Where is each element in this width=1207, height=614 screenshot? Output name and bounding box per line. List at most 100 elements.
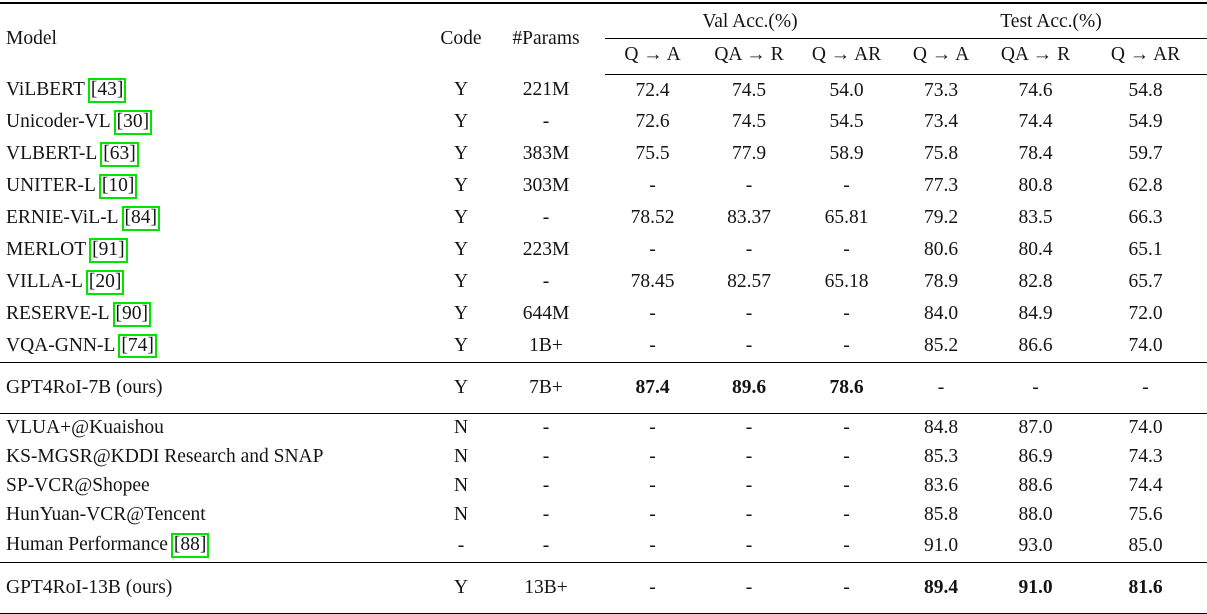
test-qar-cell: 87.0 bbox=[1018, 417, 1053, 439]
val-qar-cell: 77.9 bbox=[731, 143, 767, 165]
model-cell: ERNIE-ViL-L [84] bbox=[0, 202, 435, 234]
val-qar-cell: 89.6 bbox=[731, 376, 767, 398]
test-q-ar-cell: 62.8 bbox=[1128, 175, 1163, 197]
model-cell: MERLOT [91] bbox=[0, 234, 435, 266]
test-qar-cell: 86.9 bbox=[1018, 446, 1053, 468]
citation-link[interactable]: [10] bbox=[98, 173, 138, 199]
model-name: MERLOT bbox=[6, 238, 87, 260]
code-cell: Y bbox=[453, 303, 469, 325]
val-qar-cell: - bbox=[745, 504, 753, 526]
code-cell: Y bbox=[453, 111, 469, 133]
val-qar-cell: 82.57 bbox=[727, 271, 771, 293]
test-qa-cell: 84.8 bbox=[923, 417, 959, 439]
test-qa-cell: 73.4 bbox=[923, 111, 959, 133]
citation-link[interactable]: [90] bbox=[112, 301, 152, 327]
val-qar-cell: - bbox=[745, 446, 753, 468]
col-header-val-q-ar: Q → AR bbox=[798, 38, 895, 75]
val-qar-cell: - bbox=[745, 534, 753, 556]
section-baselines: ViLBERT [43] Y 221M 72.4 74.5 54.0 73.3 7… bbox=[0, 75, 1207, 363]
model-name: VQA-GNN-L bbox=[6, 334, 116, 356]
citation-link[interactable]: [43] bbox=[87, 78, 127, 103]
code-cell: Y bbox=[453, 334, 469, 356]
code-cell: Y bbox=[453, 175, 469, 197]
test-qar-cell: 83.5 bbox=[1018, 207, 1053, 229]
citation-link[interactable]: [88] bbox=[170, 533, 210, 559]
params-cell: - bbox=[542, 446, 550, 468]
test-qar-cell: 91.0 bbox=[1018, 576, 1053, 598]
section-leaderboard: VLUA+@Kuaishou N - - - - 84.8 87.0 74.0 … bbox=[0, 413, 1207, 562]
test-qa-cell: 83.6 bbox=[923, 475, 959, 497]
code-cell: N bbox=[453, 446, 469, 468]
test-q-ar-cell: 54.8 bbox=[1128, 79, 1163, 101]
test-qa-cell: 85.8 bbox=[923, 504, 959, 526]
test-qa-cell: 80.6 bbox=[923, 239, 959, 261]
model-name: GPT4RoI-7B (ours) bbox=[6, 376, 163, 398]
test-qa-cell: 79.2 bbox=[923, 207, 959, 229]
code-cell: Y bbox=[453, 79, 469, 101]
val-qar-cell: - bbox=[745, 417, 753, 439]
code-cell: Y bbox=[453, 376, 469, 398]
val-qa-cell: 78.45 bbox=[630, 271, 675, 293]
model-name: RESERVE-L bbox=[6, 302, 110, 324]
val-qa-cell: - bbox=[649, 303, 656, 325]
table-header: Model Code #Params Val Acc.(%) Test Acc.… bbox=[0, 3, 1207, 75]
model-name: UNITER-L bbox=[6, 174, 96, 196]
val-qa-cell: - bbox=[649, 446, 656, 468]
test-q-ar-cell: 74.3 bbox=[1128, 446, 1163, 468]
citation-link[interactable]: [20] bbox=[85, 269, 125, 295]
val-q-ar-cell: 54.0 bbox=[829, 79, 864, 101]
section-gpt4roi-7b: GPT4RoI-7B (ours) Y 7B+ 87.4 89.6 78.6 -… bbox=[0, 362, 1207, 413]
citation-link[interactable]: [91] bbox=[89, 237, 128, 263]
test-qar-cell: - bbox=[1032, 376, 1039, 398]
model-cell: VQA-GNN-L [74] bbox=[0, 330, 435, 362]
col-header-test-qar: QA → R bbox=[987, 38, 1084, 75]
citation-link[interactable]: [30] bbox=[113, 109, 153, 135]
params-cell: 644M bbox=[522, 303, 570, 325]
val-qa-cell: 72.6 bbox=[635, 111, 670, 133]
test-q-ar-cell: 85.0 bbox=[1128, 534, 1163, 556]
val-qa-cell: - bbox=[649, 475, 656, 497]
test-q-ar-cell: 66.3 bbox=[1128, 207, 1163, 229]
model-name: Human Performance bbox=[6, 534, 168, 556]
col-header-test-q-ar: Q → AR bbox=[1084, 38, 1207, 75]
code-cell: - bbox=[457, 534, 465, 556]
test-qar-cell: 78.4 bbox=[1018, 143, 1053, 165]
params-cell: 7B+ bbox=[529, 376, 563, 398]
test-q-ar-cell: 74.4 bbox=[1128, 475, 1163, 497]
test-qar-cell: 80.8 bbox=[1018, 175, 1053, 197]
model-cell: UNITER-L [10] bbox=[0, 170, 435, 202]
val-qa-cell: - bbox=[649, 534, 656, 556]
table-row: UNITER-L [10] Y 303M - - - 77.3 80.8 62.8 bbox=[0, 170, 1207, 202]
test-q-ar-cell: 74.0 bbox=[1128, 417, 1163, 439]
model-name: Unicoder-VL bbox=[6, 110, 111, 132]
val-qa-cell: - bbox=[649, 239, 656, 261]
test-qa-cell: 85.3 bbox=[923, 446, 959, 468]
test-q-ar-cell: 72.0 bbox=[1128, 303, 1163, 325]
citation-link[interactable]: [63] bbox=[100, 141, 139, 167]
params-cell: - bbox=[542, 111, 550, 133]
model-cell: VLBERT-L [63] bbox=[0, 138, 435, 170]
citation-link[interactable]: [84] bbox=[121, 205, 161, 231]
code-cell: Y bbox=[453, 271, 469, 293]
citation-link[interactable]: [74] bbox=[118, 333, 157, 359]
params-cell: 221M bbox=[522, 79, 570, 101]
code-cell: Y bbox=[453, 207, 469, 229]
params-cell: 303M bbox=[522, 175, 570, 197]
test-qa-cell: 78.9 bbox=[923, 271, 959, 293]
val-qar-cell: - bbox=[745, 175, 753, 197]
model-cell: VLUA+@Kuaishou bbox=[0, 413, 435, 443]
val-qar-cell: - bbox=[745, 303, 753, 325]
test-qar-cell: 88.6 bbox=[1018, 475, 1053, 497]
code-cell: N bbox=[453, 417, 469, 439]
test-q-ar-cell: 65.7 bbox=[1128, 271, 1163, 293]
model-cell: RESERVE-L [90] bbox=[0, 298, 435, 330]
model-name: KS-MGSR@KDDI Research and SNAP bbox=[6, 446, 324, 468]
params-cell: 1B+ bbox=[529, 334, 563, 356]
col-header-test-qa: Q → A bbox=[895, 38, 987, 75]
val-q-ar-cell: - bbox=[843, 417, 850, 439]
val-q-ar-cell: - bbox=[843, 239, 850, 261]
val-q-ar-cell: 78.6 bbox=[829, 376, 864, 398]
test-q-ar-cell: 59.7 bbox=[1128, 143, 1163, 165]
params-cell: - bbox=[542, 534, 550, 556]
val-qar-cell: - bbox=[745, 475, 753, 497]
